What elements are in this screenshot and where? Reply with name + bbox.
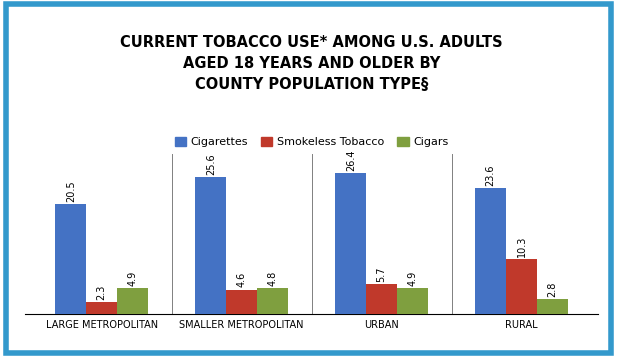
Text: 4.9: 4.9 [407, 271, 417, 286]
Bar [336, 173, 366, 314]
Bar [537, 299, 568, 314]
Text: 25.6: 25.6 [206, 154, 216, 175]
Text: 5.7: 5.7 [376, 266, 387, 282]
Bar [196, 177, 226, 314]
Bar [257, 288, 288, 314]
Bar [506, 259, 537, 314]
Legend: Cigarettes, Smokeless Tobacco, Cigars: Cigarettes, Smokeless Tobacco, Cigars [170, 132, 453, 151]
Text: 26.4: 26.4 [346, 149, 356, 171]
Bar [397, 288, 428, 314]
Text: 10.3: 10.3 [516, 236, 526, 257]
Text: 4.6: 4.6 [236, 272, 247, 287]
Text: 23.6: 23.6 [486, 164, 495, 186]
Text: CURRENT TOBACCO USE* AMONG U.S. ADULTS
AGED 18 YEARS AND OLDER BY
COUNTY POPULAT: CURRENT TOBACCO USE* AMONG U.S. ADULTS A… [120, 35, 503, 92]
Bar [86, 302, 117, 314]
Text: 2.3: 2.3 [97, 284, 107, 300]
Bar [366, 284, 397, 314]
Text: 4.8: 4.8 [267, 271, 278, 286]
Bar [226, 290, 257, 314]
Text: 20.5: 20.5 [66, 181, 76, 202]
Bar [475, 188, 506, 314]
Bar [56, 205, 86, 314]
Text: 2.8: 2.8 [547, 282, 557, 297]
Bar [117, 288, 148, 314]
Text: 4.9: 4.9 [128, 271, 138, 286]
